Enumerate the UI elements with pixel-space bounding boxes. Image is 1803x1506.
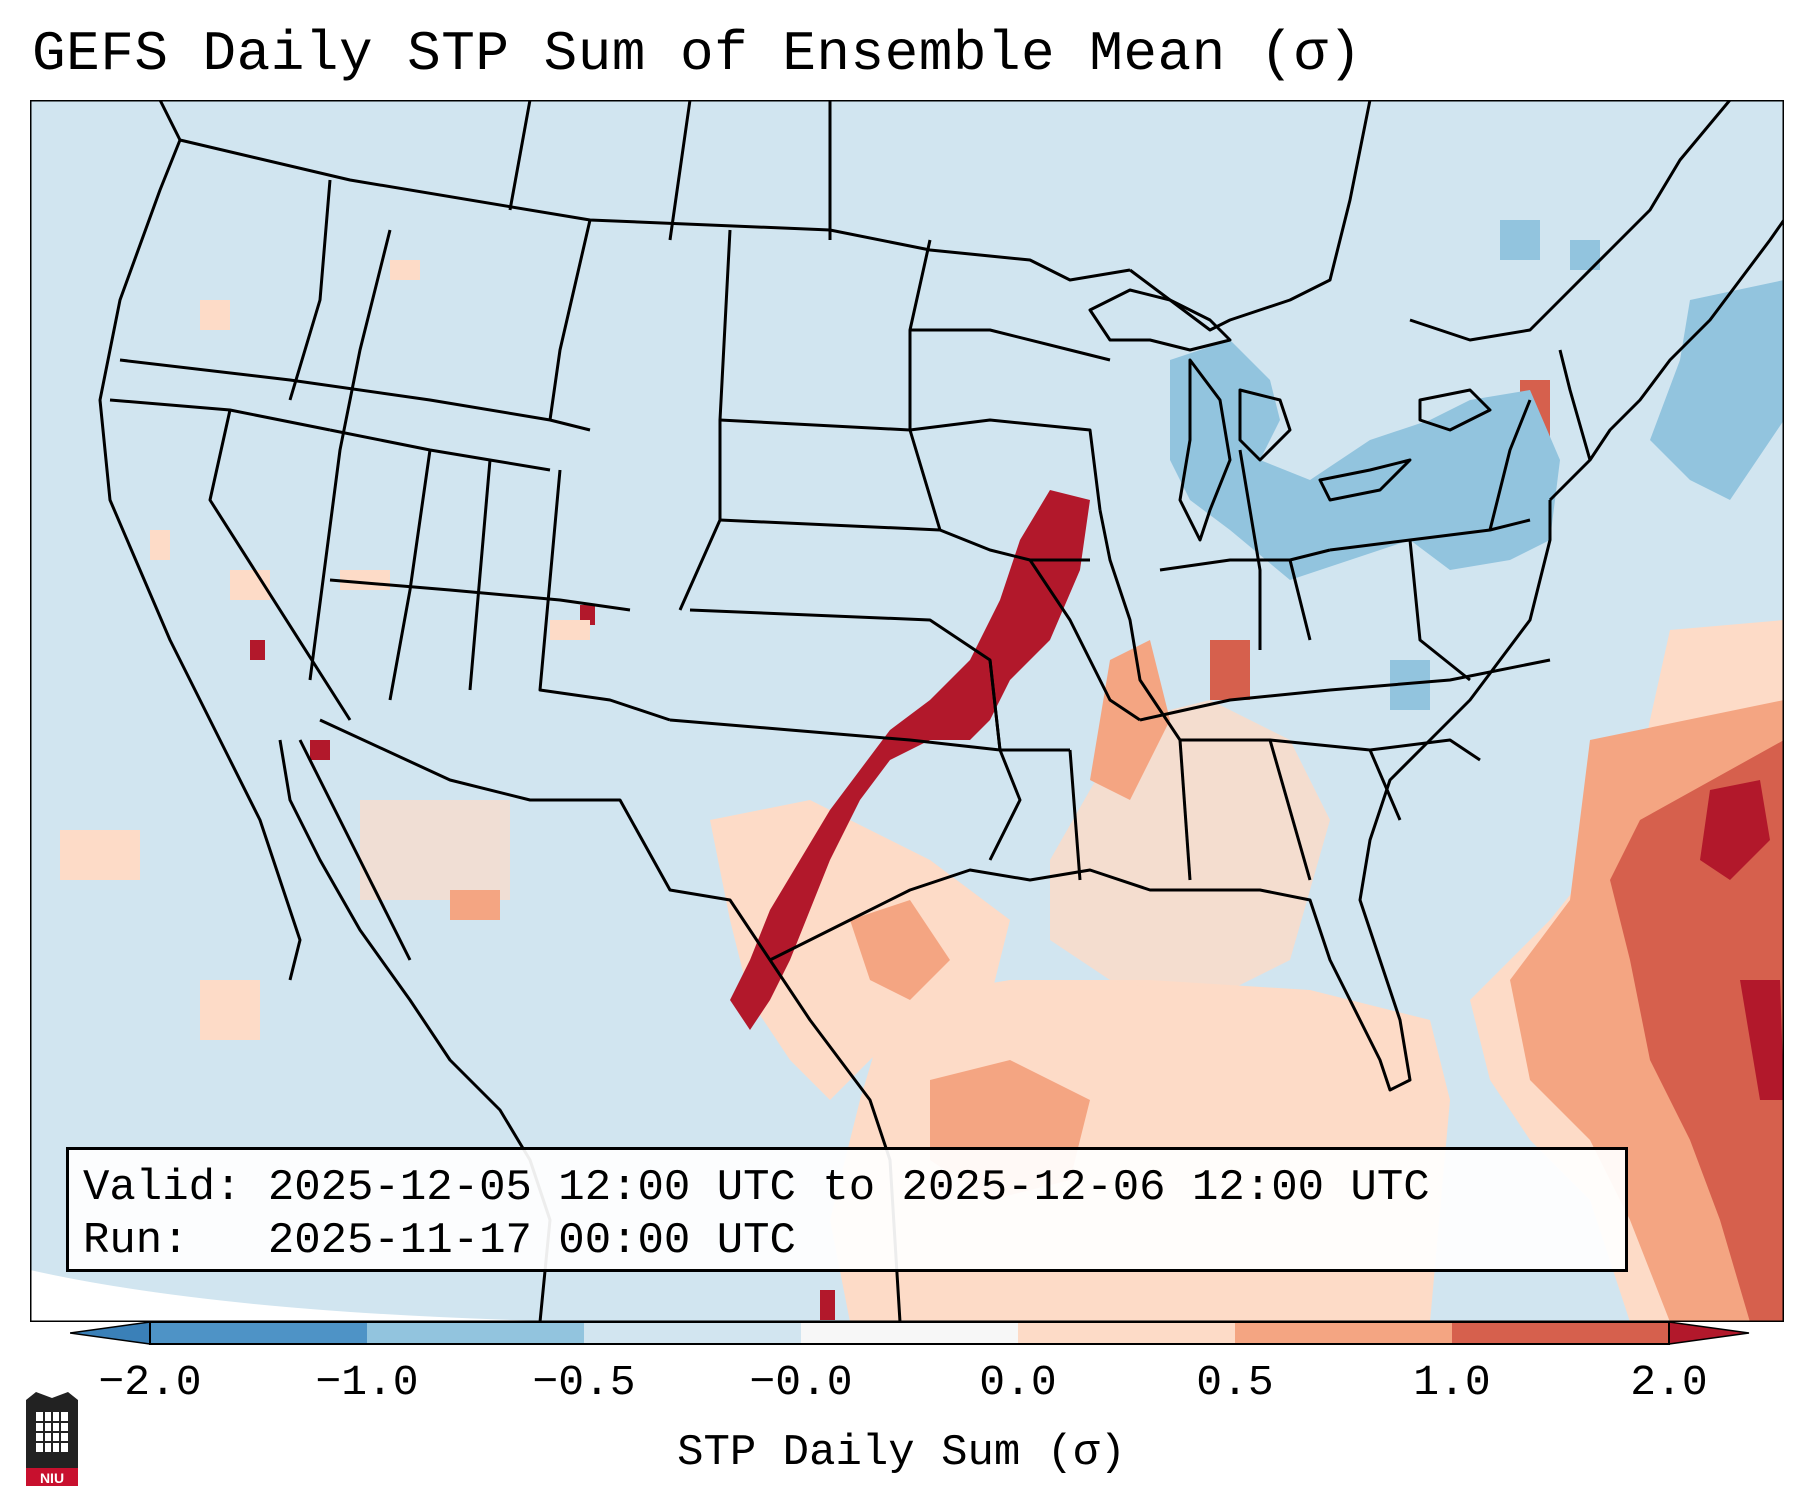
colorbar-tick: 2.0 [1630,1358,1708,1407]
run-value: 2025-11-17 00:00 UTC [267,1216,796,1266]
colorbar-max-arrow [1668,1321,1750,1345]
valid-label: Valid: [83,1163,242,1213]
colorbar-tick: −0.0 [749,1358,853,1407]
map-title: GEFS Daily STP Sum of Ensemble Mean (σ) [32,22,1363,86]
state-and-coast-lines [98,100,1784,1322]
colorbar-bin [584,1322,801,1344]
colorbar-min-arrow [70,1321,151,1345]
projection-edge [30,1270,590,1322]
negative-anomaly-fields [1170,220,1784,710]
colorbar-bin [150,1322,367,1344]
colorbar-tick: 0.0 [979,1358,1057,1407]
logo-text: NIU [40,1470,64,1486]
colorbar-tick: −1.0 [315,1358,419,1407]
colorbar-tick: −0.5 [532,1358,636,1407]
validity-info-box: Valid: 2025-12-05 12:00 UTC to 2025-12-0… [66,1147,1628,1272]
colorbar-bin [1452,1322,1669,1344]
colorbar-tick: −2.0 [98,1358,202,1407]
niu-logo-icon: NIU [26,1392,78,1486]
colorbar-bin [1235,1322,1452,1344]
colorbar-label: STP Daily Sum (σ) [677,1428,1126,1478]
colorbar-bin [367,1322,584,1344]
colorbar-tick: 0.5 [1196,1358,1274,1407]
run-label: Run: [83,1216,189,1266]
valid-value: 2025-12-05 12:00 UTC to 2025-12-06 12:00… [267,1163,1430,1213]
scattered-speckles [150,260,590,640]
colorbar-bin [801,1322,1018,1344]
stp-map [30,100,1784,1322]
colorbar [70,1321,1750,1345]
colorbar-bin [1018,1322,1235,1344]
colorbar-tick: 1.0 [1413,1358,1491,1407]
extreme-anomaly-band [250,490,1784,1320]
